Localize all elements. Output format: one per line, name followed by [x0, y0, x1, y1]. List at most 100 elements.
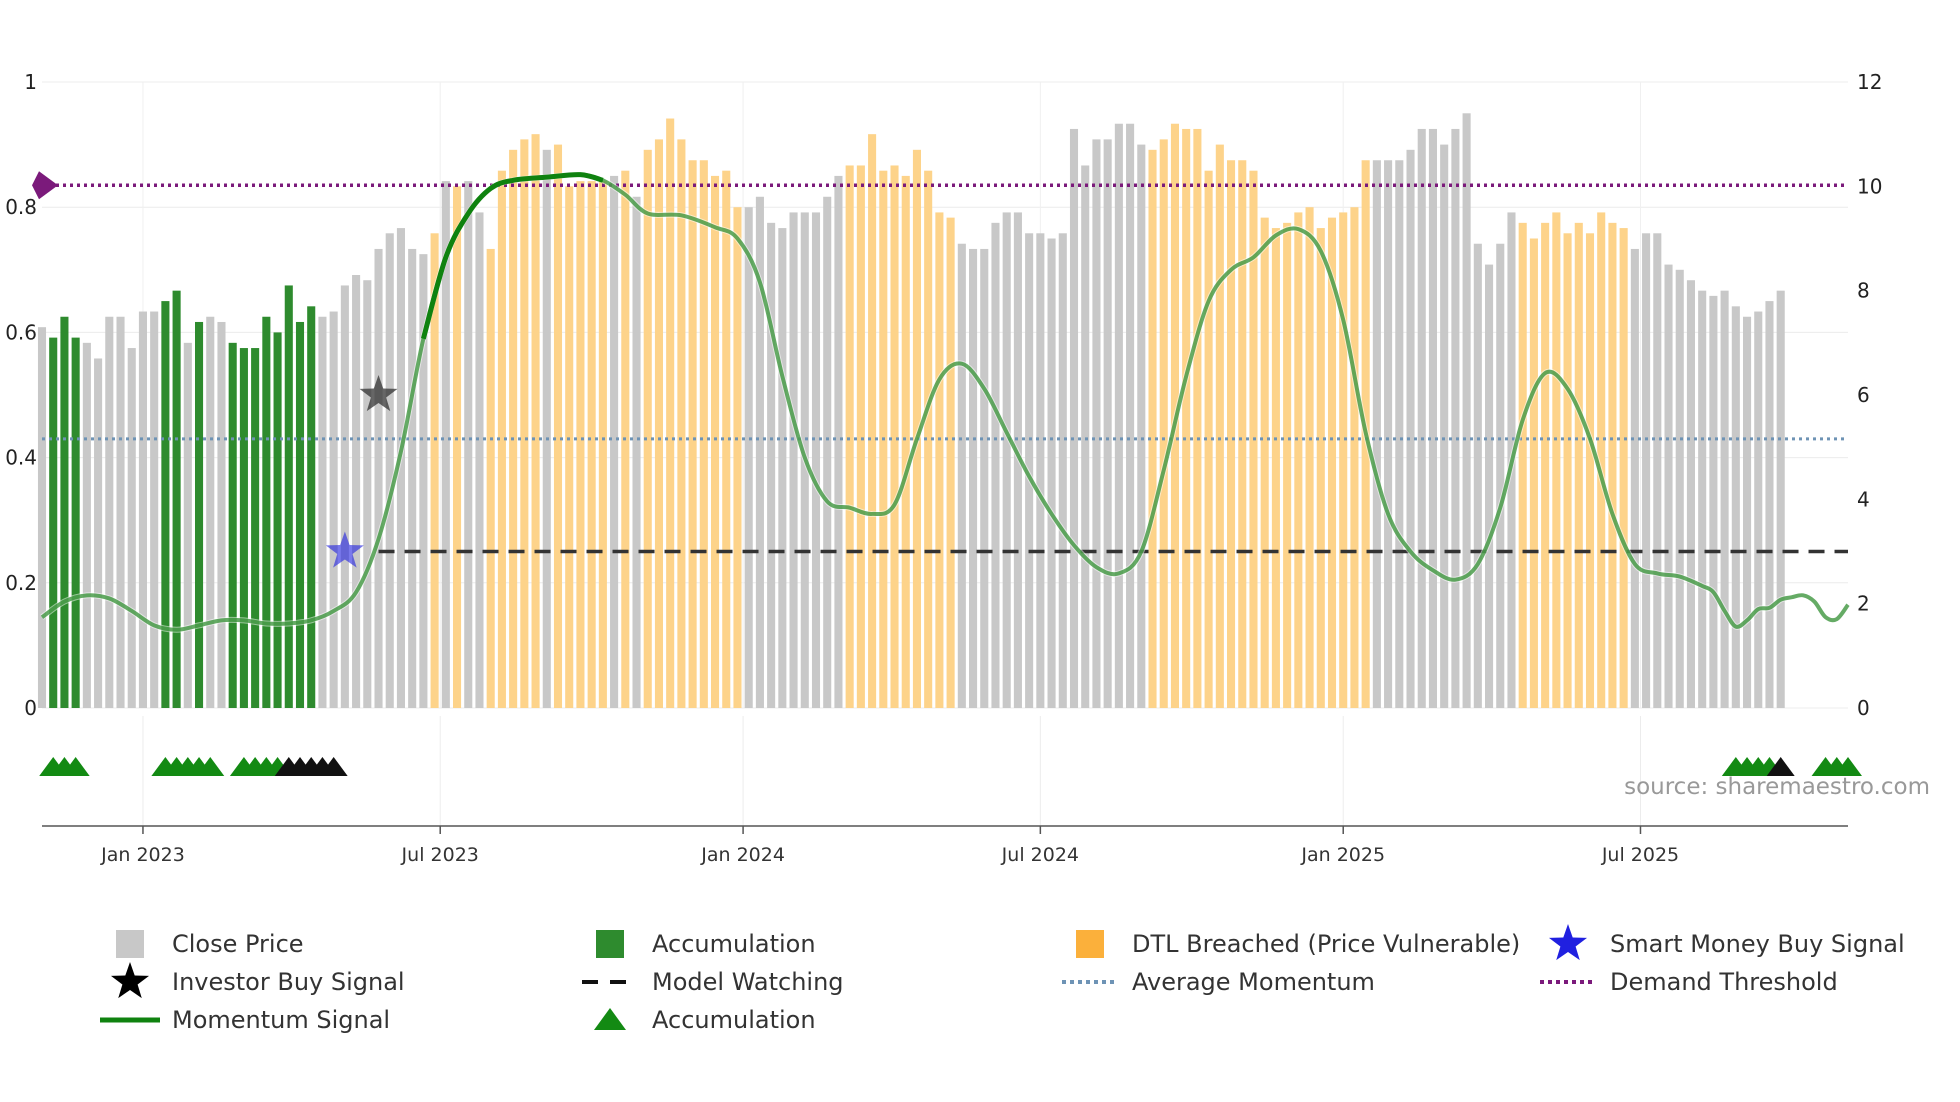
dtl-breached-bar: [1541, 222, 1550, 708]
close-price-bar: [789, 212, 798, 708]
dtl-breached-bar: [520, 139, 529, 709]
dtl-breached-bar: [430, 233, 439, 709]
left-y-tick-label: 0.2: [5, 571, 37, 595]
legend-accumulation-marker-swatch: [594, 1008, 626, 1030]
dtl-breached-bar: [733, 207, 742, 708]
close-price-bar: [1395, 160, 1404, 708]
legend-investor-buy-swatch: [110, 962, 150, 999]
dtl-breached-bar: [497, 170, 506, 708]
close-price-bar: [363, 280, 372, 708]
x-tick-label: Jul 2023: [401, 844, 479, 866]
investor-triangle: [319, 757, 348, 776]
close-price-bar: [610, 175, 619, 708]
reference-lines: [32, 171, 1848, 554]
legend-accumulation-bar-label: Accumulation: [652, 930, 816, 958]
right-y-tick-label: 0: [1857, 696, 1870, 720]
dtl-breached-bar: [935, 212, 944, 708]
dtl-breached-bar: [509, 149, 518, 709]
legend-momentum-signal-label: Momentum Signal: [172, 1006, 390, 1034]
x-axis: Jan 2023 Jul 2023 Jan 2024 Jul 2024 Jan 2025…: [42, 825, 1848, 866]
dtl-breached-bar: [553, 144, 563, 709]
dtl-breached-bar: [912, 149, 921, 709]
close-price-bar: [778, 228, 787, 709]
close-price-bar: [811, 212, 821, 708]
close-price-bar: [1114, 123, 1123, 708]
legend-accumulation-marker-label: Accumulation: [652, 1006, 816, 1034]
close-price-bar: [419, 254, 428, 708]
dtl-breached-bar: [587, 181, 596, 708]
close-price-bar: [1675, 269, 1684, 708]
dtl-breached-bar: [1552, 212, 1561, 708]
close-price-bar: [217, 321, 226, 708]
legend-close-price-label: Close Price: [172, 930, 304, 958]
close-price-bar: [1406, 149, 1415, 709]
close-price-bar: [150, 311, 159, 708]
dtl-breached-bar: [1339, 212, 1348, 708]
dtl-breached-bar: [1563, 233, 1572, 709]
momentum-signal-curve: [40, 172, 1850, 632]
close-price-bar: [1126, 123, 1135, 708]
dtl-breached-bar: [1316, 228, 1325, 709]
dtl-breached-bar: [946, 217, 955, 708]
dtl-breached-bar: [1182, 128, 1191, 708]
close-price-bar: [1462, 113, 1471, 709]
close-price-bar: [1137, 144, 1146, 709]
close-price-bar: [1047, 238, 1056, 708]
dtl-breached-bar: [1238, 160, 1247, 708]
legend: Close Price Accumulation DTL Breached (Pri…: [100, 924, 1905, 1034]
dtl-breached-bar: [1227, 160, 1236, 708]
close-price-bar: [396, 228, 405, 709]
close-price-bar: [1451, 128, 1460, 708]
momentum-signal-strong-segment: [420, 172, 604, 340]
close-price-bar: [767, 222, 776, 708]
close-price-bar: [1002, 212, 1011, 708]
close-price-bar: [105, 316, 114, 708]
close-price-bar: [475, 212, 484, 708]
left-y-tick-label: 0: [24, 696, 37, 720]
demand-threshold-marker: [32, 171, 58, 200]
dtl-breached-bar: [856, 165, 865, 708]
momentum-signal-line: [40, 171, 1851, 633]
price-bars: [37, 113, 1785, 709]
close-price-bar: [1081, 165, 1090, 708]
dtl-breached-bar: [654, 139, 663, 709]
close-price-bar: [1731, 306, 1740, 708]
legend-investor-buy-label: Investor Buy Signal: [172, 968, 405, 996]
close-price-bar: [991, 222, 1000, 708]
close-price-bar: [1776, 290, 1785, 708]
dtl-breached-bar: [1204, 170, 1213, 708]
close-price-bar: [1630, 248, 1639, 708]
close-price-bar: [1372, 160, 1381, 708]
dtl-breached-bar: [1619, 228, 1628, 709]
close-price-bar: [1058, 233, 1067, 709]
right-y-tick-label: 12: [1857, 70, 1882, 94]
dtl-breached-bar: [1327, 217, 1337, 708]
close-price-bar: [1709, 295, 1718, 708]
close-price-bar: [127, 348, 136, 708]
close-price-bar: [1642, 233, 1651, 709]
dtl-breached-bar: [1585, 233, 1595, 709]
close-price-bar: [1686, 280, 1695, 708]
dtl-breached-bar: [531, 134, 540, 708]
left-y-tick-label: 0.4: [5, 446, 37, 470]
close-price-bar: [138, 311, 147, 708]
close-price-bar: [1653, 233, 1662, 709]
dtl-breached-bar: [722, 170, 731, 708]
x-tick-label: Jan 2024: [700, 844, 785, 866]
legend-dtl-breached-label: DTL Breached (Price Vulnerable): [1132, 930, 1520, 958]
dtl-breached-bar: [565, 186, 574, 709]
close-price-bar: [1754, 311, 1763, 708]
close-price-bar: [116, 316, 125, 708]
dtl-breached-bar: [677, 139, 686, 709]
dtl-breached-bar: [1271, 228, 1280, 709]
investor-triangle: [1766, 757, 1795, 776]
investor-buy-signal-star: [359, 375, 398, 412]
dtl-breached-bar: [666, 118, 675, 709]
close-price-bar: [1440, 144, 1449, 709]
close-price-bar: [980, 248, 989, 708]
dtl-breached-bar: [453, 186, 462, 709]
close-price-bar: [340, 285, 349, 708]
smart-money-buy-signal-star: [325, 531, 364, 568]
legend-average-momentum-label: Average Momentum: [1132, 968, 1375, 996]
dtl-breached-bar: [598, 181, 607, 708]
